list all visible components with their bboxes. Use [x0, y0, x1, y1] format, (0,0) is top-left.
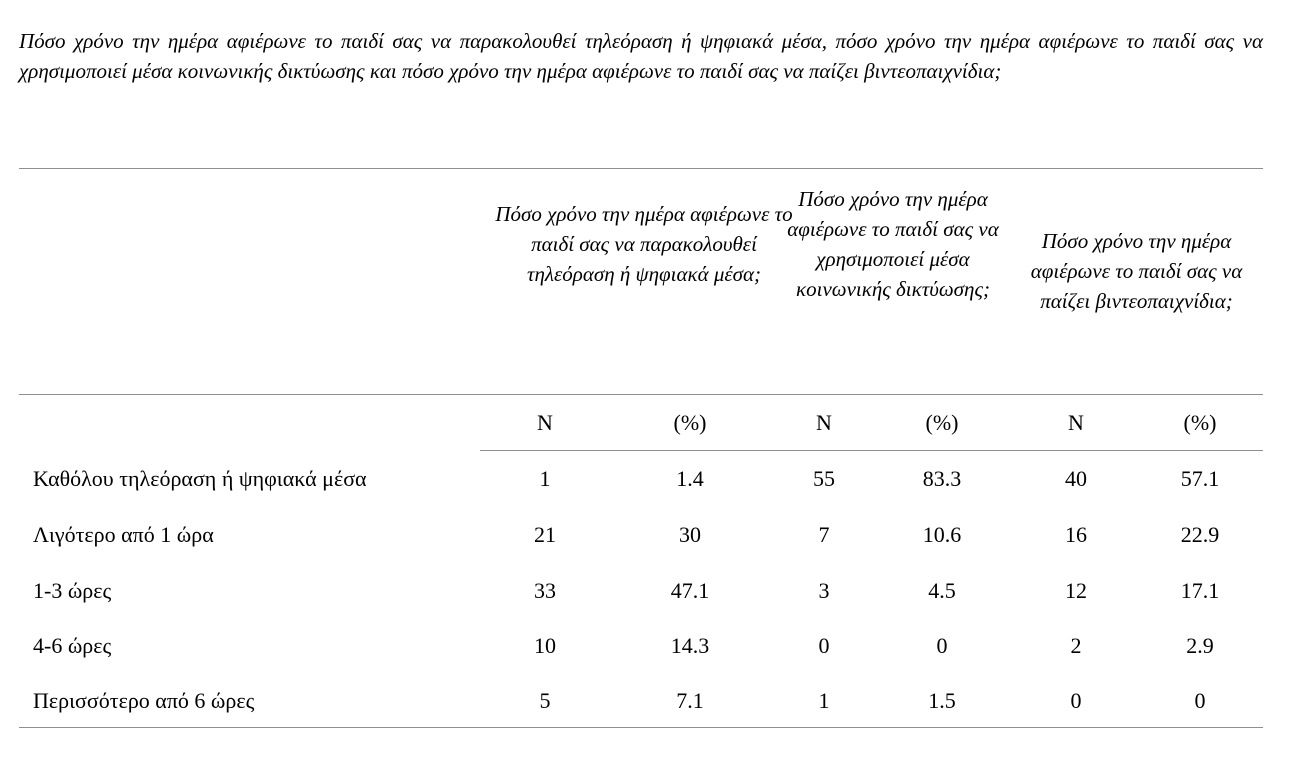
table-bottom-rule [19, 727, 1263, 728]
table-cell: 4.5 [928, 578, 956, 603]
table-cell: 10.6 [922, 522, 962, 547]
subheader-pct-social: (%) [925, 410, 959, 435]
table-cell: 57.1 [1180, 466, 1220, 491]
table-cell: 55 [813, 466, 835, 491]
table-cell: 14.3 [670, 633, 710, 658]
table-cell: 7.1 [676, 688, 704, 713]
table-cell: 33 [534, 578, 556, 603]
subheader-n-tv: N [537, 410, 553, 435]
table-cell: 0 [936, 633, 948, 658]
table-cell: 5 [539, 688, 551, 713]
table-cell: 47.1 [670, 578, 710, 603]
table-cell: 10 [534, 633, 556, 658]
table-cell: 1 [539, 466, 551, 491]
table-cell: 30 [679, 522, 701, 547]
table-cell: 1.4 [676, 466, 704, 491]
table-caption: Πόσο χρόνο την ημέρα αφιέρωνε το παιδί σ… [19, 29, 1263, 83]
column-header-social-media: Πόσο χρόνο την ημέρα αφιέρωνε το παιδί σ… [787, 187, 999, 301]
table-cell: 17.1 [1180, 578, 1220, 603]
table-cell: 1.5 [928, 688, 956, 713]
subheader-n-social: N [816, 410, 832, 435]
table-cell: 0 [1070, 688, 1082, 713]
table-cell: 16 [1065, 522, 1087, 547]
table-cell: 3 [818, 578, 830, 603]
column-header-tv: Πόσο χρόνο την ημέρα αφιέρωνε το παιδί σ… [495, 202, 793, 286]
row-label: 1-3 ώρες [33, 578, 112, 603]
subheader-pct-games: (%) [1183, 410, 1217, 435]
subheader-n-games: N [1068, 410, 1084, 435]
table-cell: 21 [534, 522, 556, 547]
table-cell: 7 [818, 522, 830, 547]
table-top-rule [19, 168, 1263, 169]
row-label: Λιγότερο από 1 ώρα [33, 522, 214, 547]
subheader-rule [480, 450, 1263, 451]
header-rule [19, 394, 1263, 395]
row-label: Καθόλου τηλεόραση ή ψηφιακά μέσα [33, 466, 367, 491]
table-cell: 12 [1065, 578, 1087, 603]
column-header-video-games: Πόσο χρόνο την ημέρα αφιέρωνε το παιδί σ… [1030, 229, 1243, 313]
row-label: Περισσότερο από 6 ώρες [33, 688, 255, 713]
subheader-pct-tv: (%) [673, 410, 707, 435]
table-cell: 0 [818, 633, 830, 658]
row-label: 4-6 ώρες [33, 633, 112, 658]
table-cell: 1 [818, 688, 830, 713]
table-cell: 22.9 [1180, 522, 1220, 547]
table-cell: 2 [1070, 633, 1082, 658]
table-cell: 40 [1065, 466, 1087, 491]
table-cell: 83.3 [922, 466, 962, 491]
table-cell: 2.9 [1186, 633, 1214, 658]
table-cell: 0 [1194, 688, 1206, 713]
